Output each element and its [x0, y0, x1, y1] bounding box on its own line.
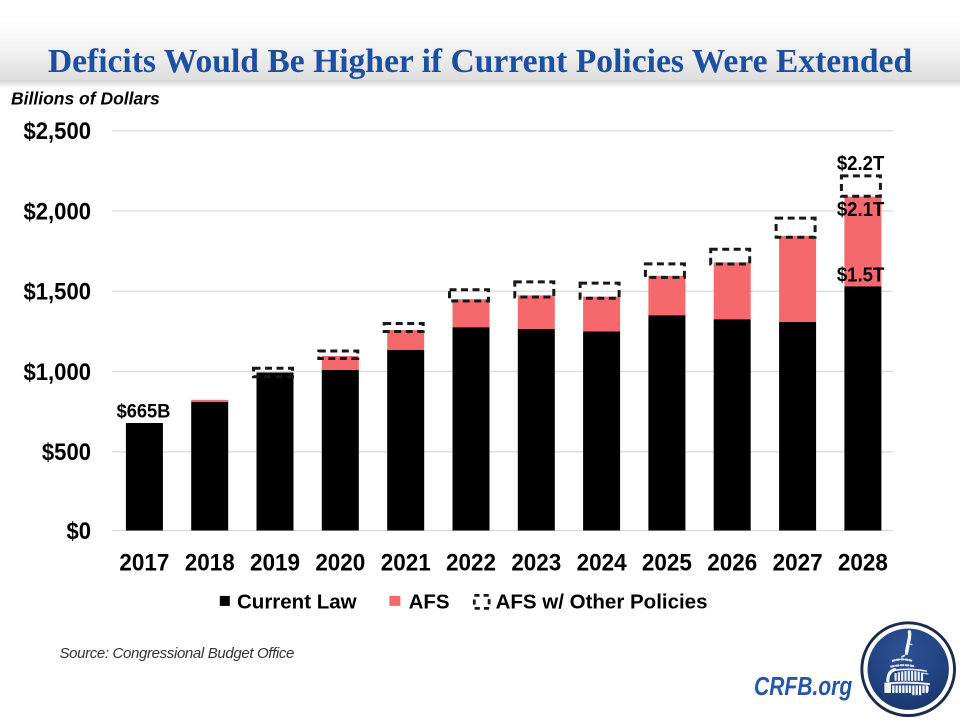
svg-text:2019: 2019 [250, 549, 300, 576]
svg-text:Deficits Would Be Higher if Cu: Deficits Would Be Higher if Current Poli… [48, 43, 913, 80]
svg-text:AFS w/ Other Policies: AFS w/ Other Policies [496, 591, 708, 614]
svg-text:$1,000: $1,000 [23, 358, 91, 385]
svg-text:$665B: $665B [117, 400, 171, 421]
svg-text:CRFB.org: CRFB.org [754, 673, 853, 702]
svg-text:$2.1T: $2.1T [837, 199, 885, 221]
svg-text:Source: Congressional Budget O: Source: Congressional Budget Office [60, 645, 295, 662]
svg-text:$1.5T: $1.5T [837, 265, 885, 287]
svg-text:$2.2T: $2.2T [837, 153, 885, 175]
svg-text:2028: 2028 [838, 549, 888, 576]
svg-text:2021: 2021 [381, 549, 431, 576]
svg-text:$500: $500 [42, 438, 91, 465]
svg-text:2026: 2026 [707, 549, 757, 576]
svg-text:2022: 2022 [446, 549, 496, 576]
svg-text:$1,500: $1,500 [23, 278, 91, 305]
svg-text:$0: $0 [66, 517, 91, 544]
svg-text:$2,000: $2,000 [23, 198, 91, 225]
svg-text:2024: 2024 [577, 549, 627, 576]
svg-text:2025: 2025 [642, 549, 692, 576]
svg-text:Current Law: Current Law [237, 591, 357, 614]
svg-text:AFS: AFS [409, 591, 450, 614]
svg-text:2027: 2027 [773, 549, 823, 576]
svg-text:2023: 2023 [511, 549, 561, 576]
svg-text:Billions of Dollars: Billions of Dollars [11, 88, 160, 108]
svg-text:2018: 2018 [185, 549, 235, 576]
svg-text:2020: 2020 [315, 549, 365, 576]
svg-text:$2,500: $2,500 [23, 117, 91, 144]
svg-text:2017: 2017 [119, 549, 169, 576]
